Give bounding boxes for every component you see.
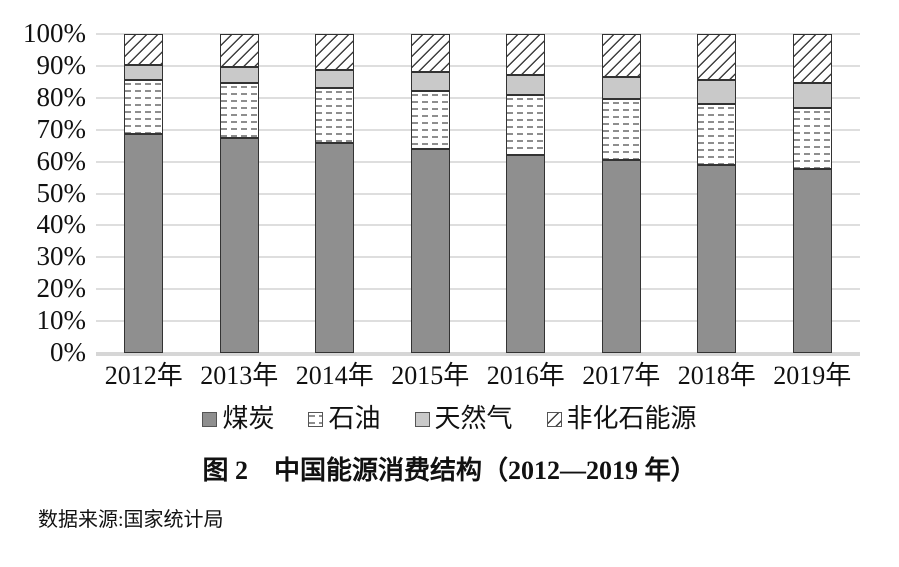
- bar-2018年: [697, 34, 737, 353]
- x-tick-label: 2016年: [486, 361, 565, 390]
- y-tick-label: 70%: [36, 113, 87, 144]
- segment-coal: [697, 164, 737, 353]
- segment-nonfossil: [506, 34, 546, 76]
- segment-gas: [601, 77, 641, 100]
- gridline: [96, 96, 860, 99]
- bar-2014年: [315, 34, 355, 353]
- source-note: 数据来源:国家统计局: [38, 509, 224, 531]
- segment-oil: [601, 99, 641, 160]
- segment-oil: [219, 83, 259, 138]
- bar-slot: [192, 34, 288, 353]
- x-axis: 2012年 2013年 2014年 2015年 2016年 2017年 2018年 2019年: [96, 359, 860, 393]
- y-tick-label: 10%: [36, 305, 87, 336]
- bar-slot: [765, 34, 861, 353]
- gridline: [96, 224, 860, 227]
- bar-2013年: [219, 34, 259, 353]
- segment-coal: [410, 149, 450, 353]
- y-tick-label: 50%: [36, 177, 87, 208]
- segment-gas: [315, 70, 355, 88]
- legend-item-nonfossil: 非化石能源: [546, 404, 697, 433]
- segment-oil: [506, 94, 546, 155]
- segment-coal: [124, 134, 164, 353]
- bar-slot: [383, 34, 479, 353]
- segment-gas: [792, 82, 832, 109]
- segment-gas: [506, 75, 546, 95]
- legend-item-oil: 石油: [308, 404, 381, 433]
- legend-label-gas: 天然气: [434, 404, 513, 433]
- segment-gas: [124, 64, 164, 81]
- legend-label-oil: 石油: [328, 404, 381, 433]
- segment-coal: [219, 137, 259, 353]
- legend-marker-coal-icon: [202, 411, 218, 427]
- x-tick-label: 2013年: [200, 361, 279, 390]
- gridline: [96, 192, 860, 195]
- legend-item-coal: 煤炭: [202, 406, 274, 432]
- y-tick-label: 90%: [36, 49, 87, 80]
- gridline: [96, 64, 860, 67]
- gridline: [96, 256, 860, 259]
- bar-slot: [96, 34, 192, 353]
- plot-area: [96, 33, 860, 356]
- gridline: [96, 128, 860, 131]
- y-tick-label: 40%: [36, 209, 87, 240]
- segment-nonfossil: [601, 34, 641, 78]
- legend-item-gas: 天然气: [414, 404, 513, 433]
- y-tick-label: 80%: [36, 81, 87, 112]
- segment-coal: [315, 143, 355, 353]
- legend: 煤炭 石油 天然气 非化石能源: [0, 401, 899, 437]
- y-tick-label: 20%: [36, 273, 87, 304]
- figure-title: 图 2 中国能源消费结构（2012—2019 年）: [202, 456, 697, 485]
- y-axis: 100% 90% 80% 70% 60% 50% 40% 30% 20% 10% 0%: [0, 19, 88, 365]
- segment-oil: [124, 80, 164, 135]
- x-tick-label: 2019年: [773, 361, 852, 390]
- segment-nonfossil: [124, 34, 164, 65]
- segment-nonfossil: [315, 34, 355, 71]
- gridline: [96, 288, 860, 291]
- bar-2016年: [506, 34, 546, 353]
- bar-2017年: [601, 34, 641, 353]
- segment-gas: [697, 80, 737, 105]
- segment-nonfossil: [410, 34, 450, 73]
- bar-slot: [478, 34, 574, 353]
- segment-gas: [410, 72, 450, 91]
- x-tick-label: 2012年: [104, 361, 183, 390]
- segment-coal: [792, 168, 832, 353]
- bar-slot: [287, 34, 383, 353]
- legend-label-coal: 煤炭: [222, 404, 275, 433]
- x-tick-label: 2014年: [295, 361, 374, 390]
- gridline: [96, 320, 860, 323]
- segment-coal: [601, 159, 641, 353]
- legend-marker-oil-icon: [308, 411, 324, 427]
- legend-marker-nonfossil-icon: [546, 411, 562, 427]
- x-tick-label: 2018年: [677, 361, 756, 390]
- gridline: [96, 352, 860, 356]
- segment-coal: [506, 154, 546, 353]
- segment-nonfossil: [219, 34, 259, 67]
- y-tick-label: 100%: [23, 17, 86, 48]
- bars: [96, 34, 860, 353]
- segment-gas: [219, 66, 259, 84]
- legend-label-nonfossil: 非化石能源: [566, 404, 697, 433]
- x-tick-label: 2015年: [391, 361, 470, 390]
- bar-2012年: [124, 34, 164, 353]
- y-tick-label: 0%: [50, 336, 86, 367]
- bar-slot: [669, 34, 765, 353]
- segment-oil: [315, 87, 355, 144]
- y-tick-label: 60%: [36, 145, 87, 176]
- bar-2015年: [410, 34, 450, 353]
- gridline: [96, 33, 860, 35]
- x-tick-label: 2017年: [582, 361, 661, 390]
- legend-marker-gas-icon: [414, 411, 430, 427]
- y-tick-label: 30%: [36, 241, 87, 272]
- bar-2019年: [792, 34, 832, 353]
- bar-slot: [574, 34, 670, 353]
- segment-nonfossil: [792, 34, 832, 83]
- segment-oil: [792, 108, 832, 169]
- segment-oil: [697, 104, 737, 165]
- segment-oil: [410, 90, 450, 150]
- gridline: [96, 160, 860, 163]
- segment-nonfossil: [697, 34, 737, 81]
